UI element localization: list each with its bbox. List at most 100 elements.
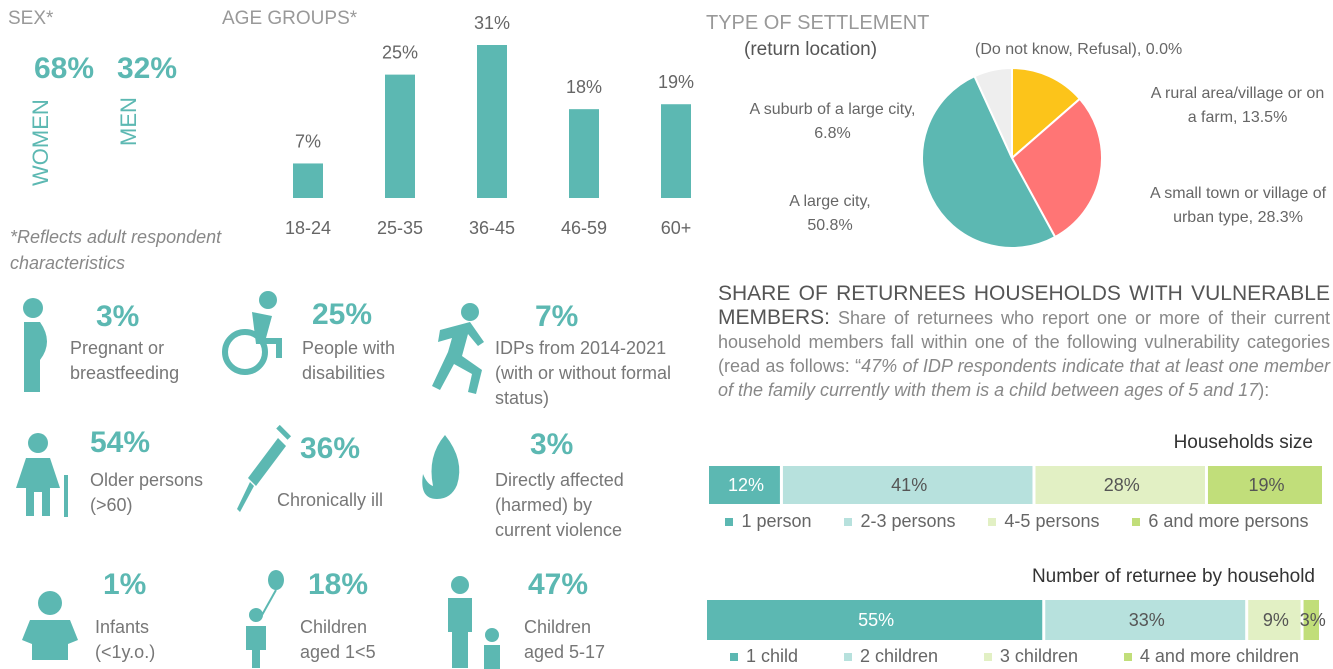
value-label: 12% <box>728 475 764 495</box>
item-value: 47% <box>528 568 589 601</box>
pie-slice <box>1011 66 1082 161</box>
icon-older <box>16 433 68 517</box>
legend-marker <box>725 518 734 527</box>
item-label: Children aged 1<5 <box>300 617 376 662</box>
icon-infant <box>22 591 78 660</box>
pie-subtitle: (return location) <box>744 39 878 60</box>
item-label: People with disabilities <box>302 338 396 383</box>
item-value: 3% <box>530 428 574 461</box>
pie-title: TYPE OF SETTLEMENT <box>706 12 930 34</box>
item-label: Directly affected (harmed) by current vi… <box>495 470 624 540</box>
value-label: 19% <box>658 72 694 92</box>
legend-item: 6 and more persons <box>1132 511 1309 532</box>
legend-marker <box>1132 518 1141 527</box>
legend: 1 person 2-3 persons 4-5 persons 6 and more… <box>709 511 1325 532</box>
women-label: WOMEN <box>28 99 53 186</box>
legend-item: 2 children <box>843 646 938 667</box>
legend-label: 1 child <box>745 646 798 666</box>
sex-title: SEX* <box>8 8 54 29</box>
slice-label: (Do not know, Refusal), 0.0% <box>975 41 1183 58</box>
bar <box>661 104 691 198</box>
icon-running <box>432 303 484 394</box>
slice-label: A suburb of a large city, 6.8% <box>749 101 916 142</box>
legend-label: 2 children <box>859 646 938 666</box>
value-label: 55% <box>858 610 894 630</box>
x-tick-label: 25-35 <box>377 218 423 238</box>
legend-label: 4 and more children <box>1139 646 1299 666</box>
item-label: Chronically ill <box>277 490 384 510</box>
item-label: Older persons (>60) <box>90 470 204 515</box>
x-tick-label: 60+ <box>661 218 692 238</box>
bar-segment <box>782 466 1033 504</box>
legend-label: 6 and more persons <box>1148 511 1309 531</box>
bar-segment <box>1045 600 1246 640</box>
children-title: Number of returnee by household <box>1031 566 1315 587</box>
vulnerable-title: SHARE OF RETURNEES HOUSEHOLDS WITH VULNE… <box>718 282 1330 329</box>
legend-item: 4-5 persons <box>988 511 1099 532</box>
bar-segment <box>707 600 1043 640</box>
value-label: 18% <box>566 77 602 97</box>
item-value: 18% <box>308 568 369 601</box>
icon-child-balloon <box>246 570 284 668</box>
legend-marker <box>988 518 997 527</box>
value-label: 25% <box>382 43 418 63</box>
bar <box>385 74 415 198</box>
vulnerable-description: Share of returnees who report one or mor… <box>718 308 1330 376</box>
legend-item: 1 child <box>729 646 798 667</box>
bar-segment <box>1035 466 1205 504</box>
vulnerable-example: 47% of IDP respondents indicate that at … <box>718 356 1330 400</box>
slice-label: A large city, 50.8% <box>789 193 871 234</box>
legend-item: 2-3 persons <box>844 511 956 532</box>
value-label: 33% <box>1129 610 1165 630</box>
x-tick-label: 36-45 <box>469 218 515 238</box>
item-value: 7% <box>535 300 579 333</box>
icon-syringe <box>237 424 292 512</box>
legend-item: 3 children <box>983 646 1078 667</box>
legend-item: 1 person <box>725 511 812 532</box>
legend-marker <box>844 518 853 527</box>
slice-label: A small town or village of urban type, 2… <box>1149 185 1327 226</box>
households-title: Households size <box>1173 432 1313 453</box>
value-label: 31% <box>474 13 510 33</box>
legend-label: 2-3 persons <box>860 511 956 531</box>
legend-label: 1 person <box>741 511 812 531</box>
bar-segment <box>1303 600 1319 640</box>
age-title: AGE GROUPS* <box>222 8 358 29</box>
item-value: 1% <box>103 568 147 601</box>
bar <box>293 163 323 198</box>
pie-slice <box>921 74 1057 249</box>
bar <box>569 109 599 198</box>
value-label: 3% <box>1300 610 1326 630</box>
vulnerable-text: SHARE OF RETURNEES HOUSEHOLDS WITH VULNE… <box>718 282 1330 402</box>
item-label: IDPs from 2014-2021 (with or without for… <box>495 338 672 408</box>
value-label: 28% <box>1104 475 1140 495</box>
icons <box>16 291 500 669</box>
men-label: MEN <box>116 97 141 146</box>
vulnerable-description-end: ): <box>1258 380 1270 400</box>
item-label: Pregnant or breastfeeding <box>70 338 180 383</box>
slice-label: A rural area/village or on a farm, 13.5% <box>1150 85 1325 126</box>
legend-marker <box>843 653 852 662</box>
item-value: 25% <box>312 298 373 331</box>
legend: 1 child 2 children 3 children 4 and more ch… <box>707 646 1322 667</box>
women-value: 68% <box>34 52 95 85</box>
legend-label: 4-5 persons <box>1004 511 1100 531</box>
icon-pregnant <box>23 298 47 392</box>
legend-item: 4 and more children <box>1123 646 1299 667</box>
item-value: 3% <box>96 300 140 333</box>
value-label: 9% <box>1263 610 1289 630</box>
pie-slice <box>1010 97 1103 239</box>
icon-fire <box>422 435 460 499</box>
item-value: 54% <box>90 426 151 459</box>
x-tick-label: 46-59 <box>561 218 607 238</box>
icon-parent-child <box>448 576 500 669</box>
item-value: 36% <box>300 432 361 465</box>
value-label: 41% <box>891 475 927 495</box>
bar-segment <box>1248 600 1301 640</box>
icon-disability <box>222 291 282 375</box>
bar-segment <box>1207 466 1322 504</box>
legend-marker <box>983 653 992 662</box>
value-label: 7% <box>295 131 321 151</box>
